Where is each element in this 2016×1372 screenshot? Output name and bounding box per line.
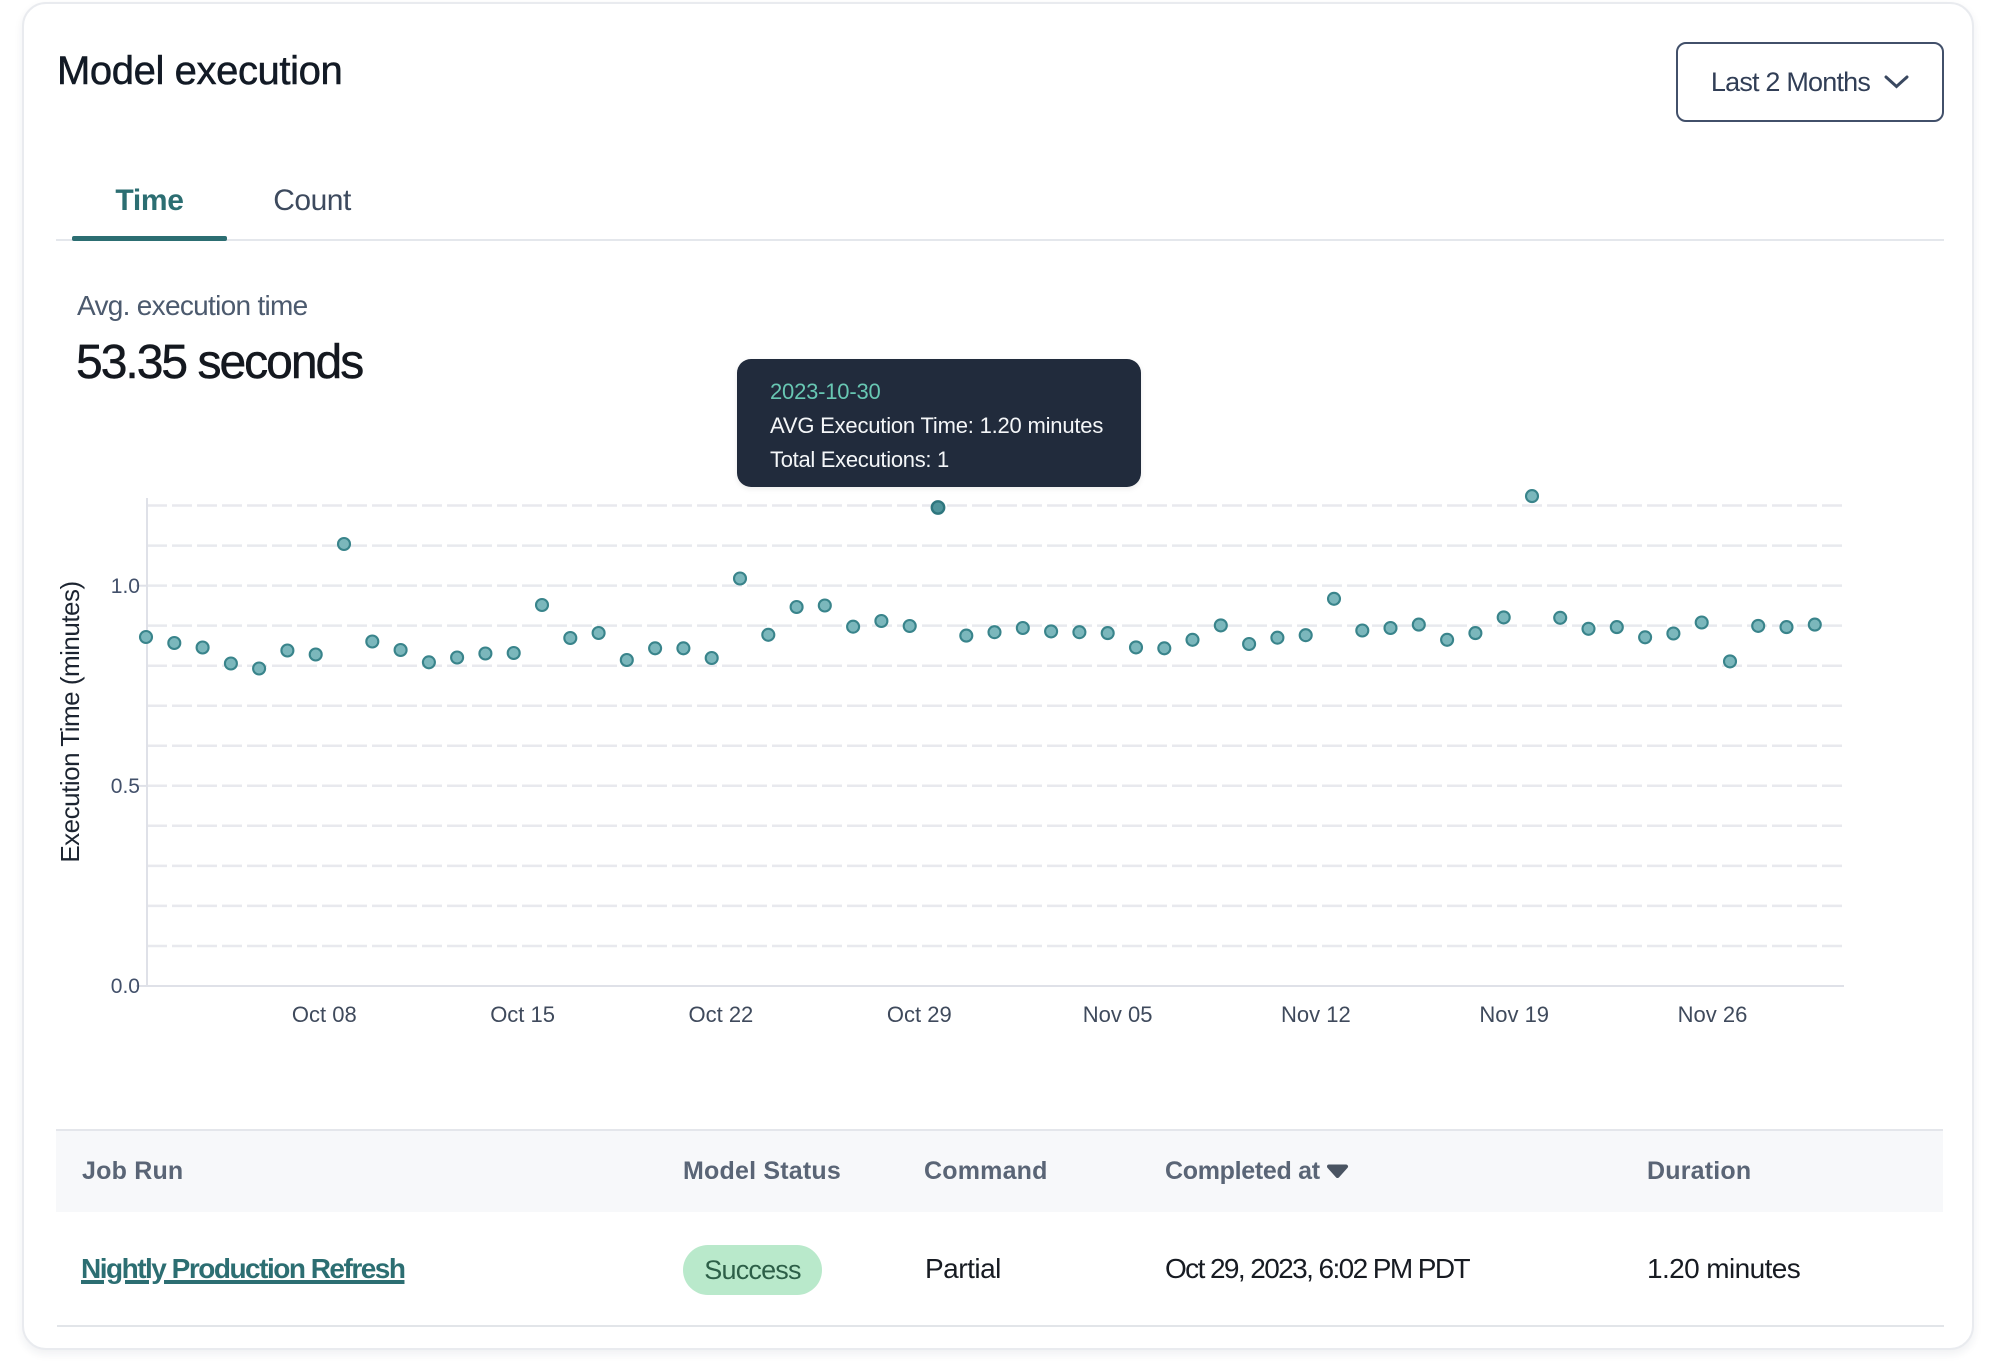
svg-text:0.5: 0.5 xyxy=(111,775,140,798)
svg-text:Oct 29: Oct 29 xyxy=(887,1002,952,1027)
svg-text:Nov 05: Nov 05 xyxy=(1083,1002,1153,1027)
svg-text:Oct 15: Oct 15 xyxy=(490,1002,555,1027)
svg-text:Nov 19: Nov 19 xyxy=(1479,1002,1549,1027)
svg-text:Oct 08: Oct 08 xyxy=(292,1002,357,1027)
svg-text:Execution Time (minutes): Execution Time (minutes) xyxy=(55,581,85,862)
svg-text:Nov 12: Nov 12 xyxy=(1281,1002,1351,1027)
svg-text:0.0: 0.0 xyxy=(111,975,140,998)
svg-text:Oct 22: Oct 22 xyxy=(688,1002,753,1027)
svg-text:Nov 26: Nov 26 xyxy=(1678,1002,1748,1027)
svg-text:1.0: 1.0 xyxy=(111,575,140,598)
